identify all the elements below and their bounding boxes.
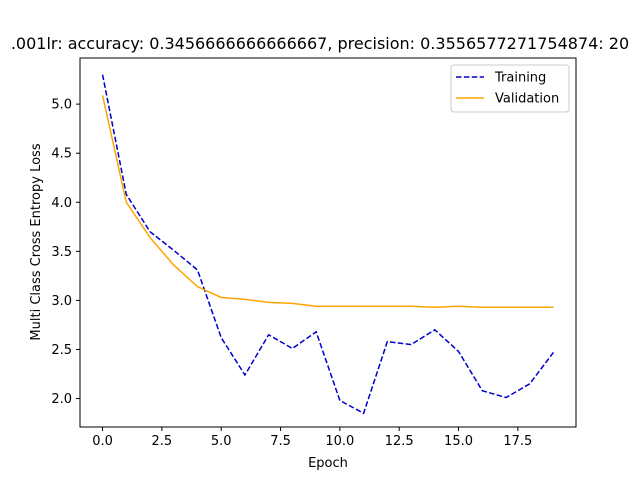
x-tick-label: 10.0 [325, 434, 354, 449]
x-tick-label: 7.5 [270, 434, 291, 449]
x-tick-label: 17.5 [503, 434, 532, 449]
x-tick-label: 15.0 [444, 434, 473, 449]
x-tick-label: 12.5 [385, 434, 414, 449]
chart-title: .001lr: accuracy: 0.3456666666666667, pr… [11, 34, 629, 53]
x-axis-label: Epoch [308, 456, 348, 471]
x-tick-label: 5.0 [211, 434, 232, 449]
legend-label-validation: Validation [495, 92, 559, 107]
y-axis-ticks: 2.0 2.5 3.0 3.5 4.0 4.5 5.0 [51, 98, 80, 407]
y-tick-label: 2.5 [51, 343, 72, 358]
legend-label-training: Training [494, 71, 546, 86]
x-axis-ticks: 0.0 2.5 5.0 7.5 10.0 12.5 15.0 17.5 [92, 427, 532, 449]
series-line-validation [101, 95, 554, 309]
plot-lines [101, 74, 555, 415]
y-tick-label: 3.5 [51, 245, 72, 260]
y-axis-label: Multi Class Cross Entropy Loss [29, 143, 44, 340]
y-tick-label: 3.0 [51, 294, 72, 309]
series-line-training [101, 74, 555, 415]
x-tick-label: 2.5 [152, 434, 173, 449]
y-tick-label: 2.0 [51, 392, 72, 407]
y-tick-label: 4.0 [51, 196, 72, 211]
legend: Training Validation [450, 64, 570, 113]
y-tick-label: 4.5 [51, 147, 72, 162]
plot-frame [79, 57, 577, 428]
y-tick-label: 5.0 [51, 98, 72, 113]
x-tick-label: 0.0 [92, 434, 113, 449]
